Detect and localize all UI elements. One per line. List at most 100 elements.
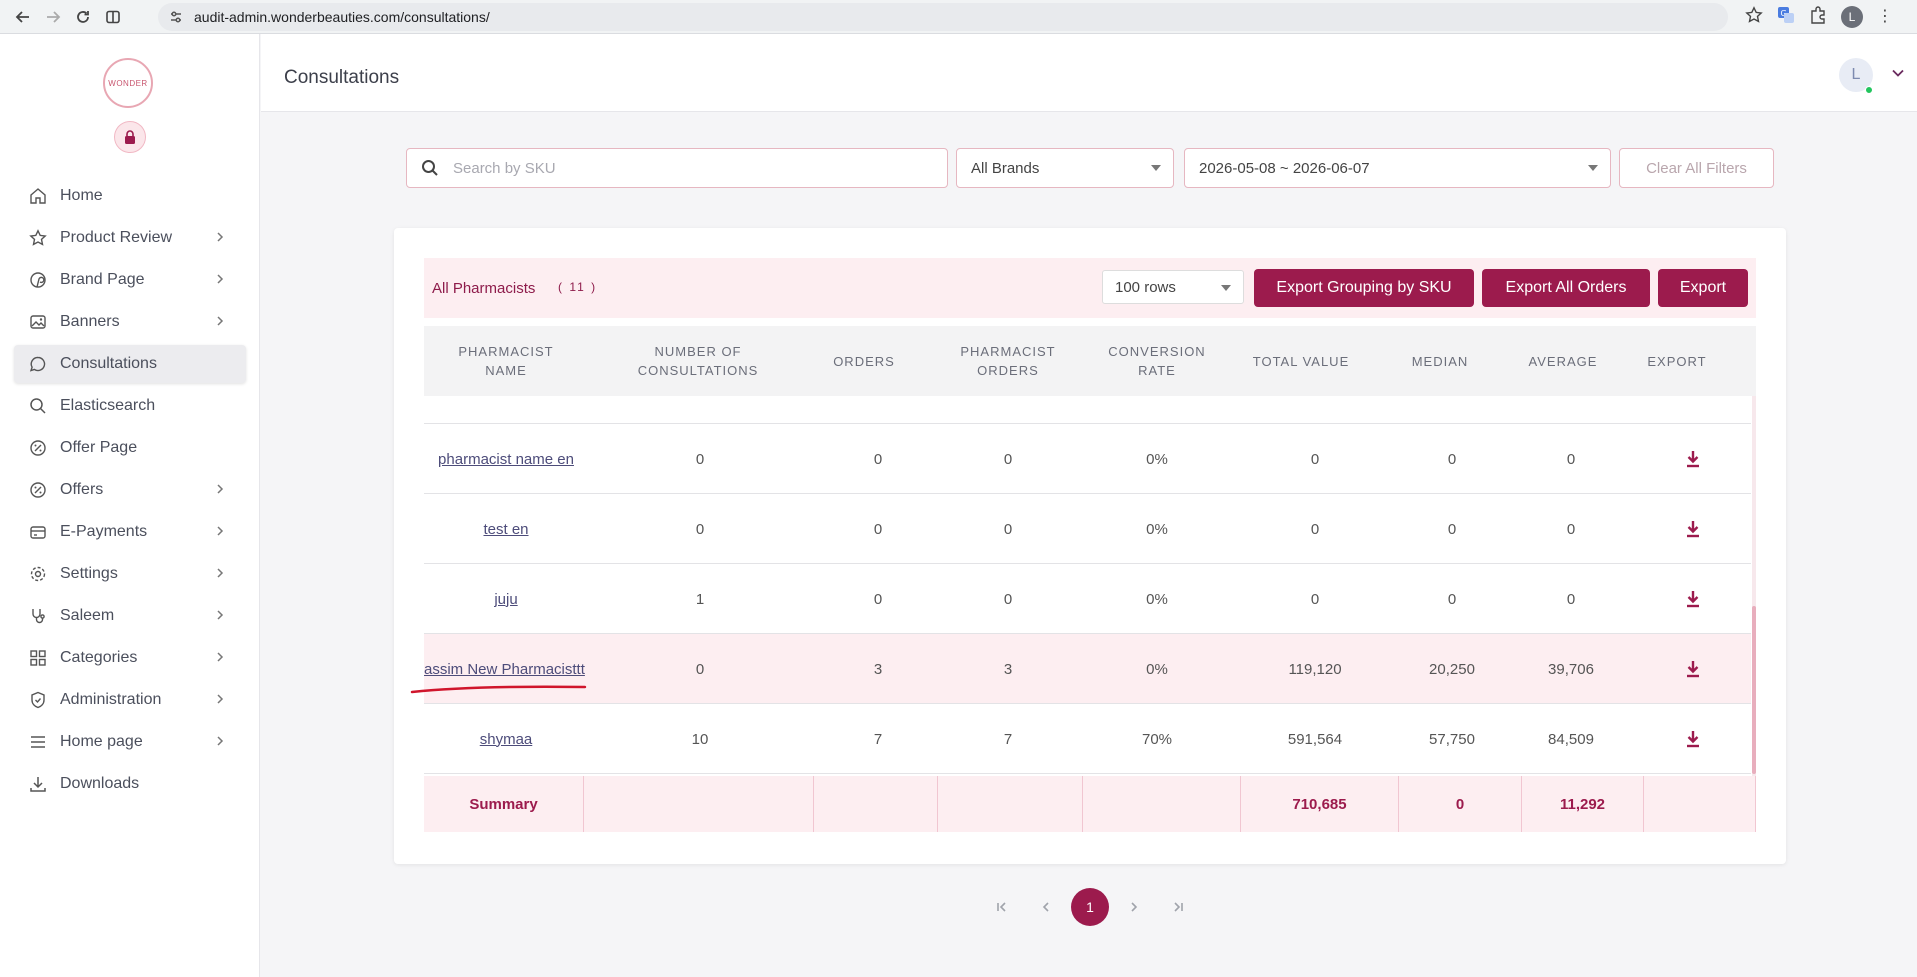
column-header-text: RATE (1138, 363, 1176, 378)
export-row-button[interactable] (1633, 424, 1751, 494)
table-scrollbar[interactable] (1752, 396, 1756, 776)
next-page-button[interactable] (1114, 888, 1154, 926)
search-icon (28, 396, 48, 416)
export-grouping-sku-button[interactable]: Export Grouping by SKU (1254, 269, 1474, 307)
column-header-text: CONSULTATIONS (637, 363, 759, 378)
sidebar-item-categories[interactable]: Categories (14, 639, 246, 677)
table-row[interactable]: shymaa 10 7 7 70% 591,564 57,750 84,509 (424, 704, 1751, 774)
column-header-text: EXPORT (1647, 353, 1707, 369)
sidebar-item-offers[interactable]: Offers (14, 471, 246, 509)
last-page-button[interactable] (1158, 888, 1198, 926)
export-all-orders-button[interactable]: Export All Orders (1482, 269, 1650, 307)
column-header-orders[interactable]: ORDERS (789, 326, 939, 396)
column-header-pharmacist-orders[interactable]: PHARMACIST ORDERS (933, 326, 1083, 396)
extensions-puzzle-icon[interactable] (1809, 5, 1827, 29)
sidebar-item-downloads[interactable]: Downloads (14, 765, 246, 803)
export-row-button[interactable] (1633, 564, 1751, 634)
brand-select[interactable]: All Brands (956, 148, 1174, 188)
chevron-right-icon (214, 566, 226, 582)
sidebar-item-saleem[interactable]: Saleem (14, 597, 246, 635)
chevron-right-icon (214, 314, 226, 330)
column-header-name[interactable]: PHARMACIST NAME (431, 326, 581, 396)
pharmacist-name-cell: pharmacist name en (424, 424, 588, 494)
sidebar-item-home-page[interactable]: Home page (14, 723, 246, 761)
discount-icon (28, 438, 48, 458)
sidebar-item-product-review[interactable]: Product Review (14, 219, 246, 257)
sku-search-field[interactable] (406, 148, 948, 188)
pharmacist-name-link[interactable]: assim New Pharmacisttt (424, 660, 585, 678)
pharmacist-name-link[interactable]: test en (483, 520, 529, 538)
table-row[interactable]: pharmacist name en 0 0 0 0% 0 0 0 (424, 424, 1751, 494)
reload-icon (77, 10, 89, 23)
clear-filters-button[interactable]: Clear All Filters (1619, 148, 1774, 188)
column-header-total[interactable]: TOTAL VALUE (1226, 326, 1376, 396)
forward-button[interactable] (38, 2, 68, 32)
sidebar-item-banners[interactable]: Banners (14, 303, 246, 341)
split-view-button[interactable] (98, 2, 128, 32)
site-settings-icon[interactable] (168, 9, 184, 30)
download-icon (1687, 451, 1699, 468)
chevron-right-icon (214, 272, 226, 288)
sidebar-item-consultations[interactable]: Consultations (14, 345, 246, 383)
rows-per-page-value: 100 rows (1115, 278, 1176, 296)
sidebar-item-settings[interactable]: Settings (14, 555, 246, 593)
column-header-median[interactable]: MEDIAN (1365, 326, 1515, 396)
export-row-button[interactable] (1633, 634, 1751, 704)
cell-consultations: 10 (691, 730, 709, 748)
sidebar-item-administration[interactable]: Administration (14, 681, 246, 719)
table-row[interactable]: assim New Pharmacisttt 0 3 3 0% 119,120 20,250… (424, 634, 1751, 704)
date-range-select[interactable]: 2026-05-08 ~ 2026-06-07 (1184, 148, 1611, 188)
sidebar-item-brand-page[interactable]: Brand Page (14, 261, 246, 299)
download-icon (1687, 731, 1699, 748)
back-button[interactable] (8, 2, 38, 32)
browser-toolbar: audit-admin.wonderbeauties.com/consultat… (0, 0, 1917, 34)
sidebar-item-home[interactable]: Home (14, 177, 246, 215)
sidebar-item-label: Home page (60, 733, 143, 750)
first-page-button[interactable] (982, 888, 1022, 926)
table-row[interactable]: juju 1 0 0 0% 0 0 0 (424, 564, 1751, 634)
split-view-icon (106, 10, 120, 23)
discount-icon (28, 480, 48, 500)
pharmacist-name-link[interactable]: pharmacist name en (438, 450, 574, 468)
export-row-button[interactable] (1633, 704, 1751, 774)
cell-orders: 0 (873, 590, 883, 608)
address-bar[interactable]: audit-admin.wonderbeauties.com/consultat… (158, 3, 1728, 31)
bookmark-star-icon[interactable] (1745, 5, 1763, 29)
table-body[interactable]: pharmacist name en 0 0 0 0% 0 0 0 test en 0 0 0 0% 0 0… (424, 396, 1751, 776)
page-1-button[interactable]: 1 (1071, 888, 1109, 926)
column-header-conversion[interactable]: CONVERSION RATE (1082, 326, 1232, 396)
cell-orders: 7 (873, 730, 883, 748)
brand-logo[interactable]: WONDER (103, 58, 153, 108)
cell-conversion: 0% (1146, 450, 1168, 468)
browser-menu-icon[interactable]: ⋮ (1877, 8, 1893, 25)
download-icon (1687, 521, 1699, 538)
rows-per-page-select[interactable]: 100 rows (1102, 270, 1244, 304)
pharmacist-name-link[interactable]: juju (494, 590, 518, 608)
lock-button[interactable] (114, 121, 146, 153)
export-button[interactable]: Export (1658, 269, 1748, 307)
chevron-left-icon (1042, 902, 1049, 912)
pharmacist-name-cell: shymaa (424, 704, 588, 774)
sidebar-item-offer-page[interactable]: Offer Page (14, 429, 246, 467)
sidebar-item-elasticsearch[interactable]: Elasticsearch (14, 387, 246, 425)
card-title: All Pharmacists (432, 280, 536, 297)
column-header-average[interactable]: AVERAGE (1488, 326, 1638, 396)
cell-orders: 3 (873, 660, 883, 678)
reload-button[interactable] (68, 2, 98, 32)
table-row[interactable]: test en 0 0 0 0% 0 0 0 (424, 494, 1751, 564)
chat-bubble-icon (28, 354, 48, 374)
export-row-button[interactable] (1633, 494, 1751, 564)
translate-extension-icon[interactable]: G (1777, 6, 1795, 29)
sku-search-input[interactable] (453, 159, 933, 177)
user-menu-chevron-icon[interactable] (1891, 66, 1905, 83)
pharmacist-name-cell: test en (424, 494, 588, 564)
browser-profile-avatar[interactable]: L (1841, 6, 1863, 28)
sidebar-item-e-payments[interactable]: E-Payments (14, 513, 246, 551)
cell-conversion: 70% (1141, 730, 1173, 748)
prev-page-button[interactable] (1026, 888, 1066, 926)
pharmacist-name-link[interactable]: shymaa (479, 730, 533, 748)
column-header-export[interactable]: EXPORT (1602, 326, 1752, 396)
column-header-consultations[interactable]: NUMBER OF CONSULTATIONS (623, 326, 773, 396)
scrollbar-thumb[interactable] (1752, 606, 1756, 774)
summary-cell-empty (1644, 776, 1756, 832)
